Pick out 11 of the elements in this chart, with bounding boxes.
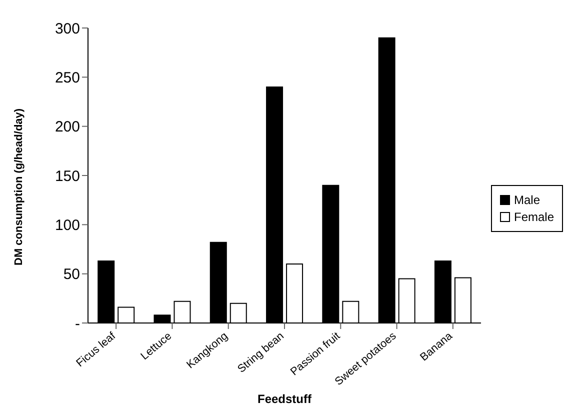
- legend-label: Male: [514, 192, 540, 206]
- y-axis-title: DM consumption (g/head/day): [12, 108, 25, 266]
- y-tick-label: 200: [54, 118, 80, 136]
- x-axis-title: Feedstuff: [257, 392, 312, 406]
- y-tick-label: 250: [54, 69, 80, 86]
- y-tick-label: 100: [54, 216, 80, 234]
- y-tick-label: -: [75, 315, 80, 332]
- y-tick-label: 300: [54, 20, 80, 38]
- y-tick-label: 50: [63, 266, 80, 284]
- legend-label: Female: [514, 210, 554, 224]
- y-tick-label: 150: [54, 168, 80, 185]
